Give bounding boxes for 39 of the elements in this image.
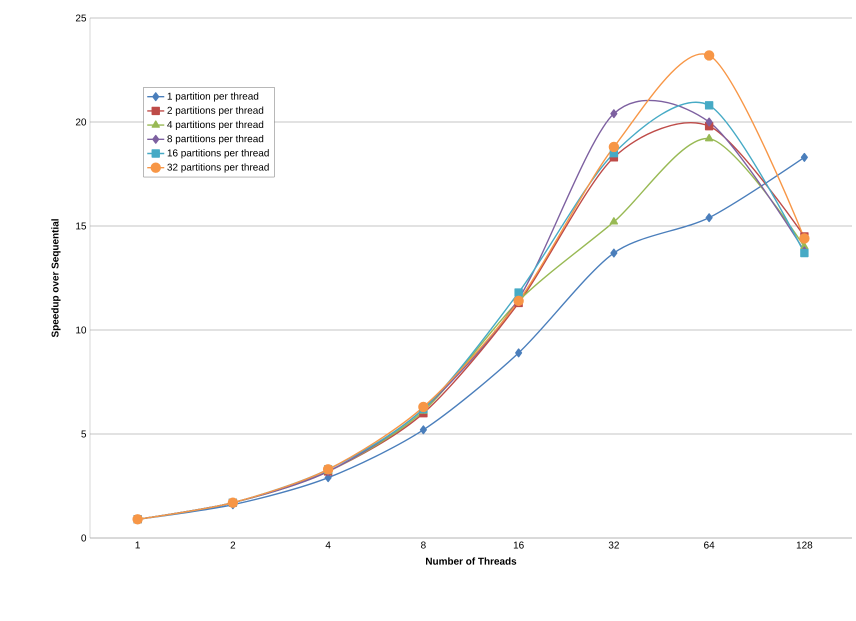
- legend-label: 2 partitions per thread: [167, 106, 264, 116]
- point: [610, 248, 618, 258]
- x-tick-label: 16: [514, 542, 524, 549]
- point: [800, 152, 808, 162]
- y-tick-label: 10: [76, 326, 86, 334]
- point: [608, 142, 620, 152]
- y-tick-label: 20: [76, 118, 86, 126]
- x-tick-label: 64: [704, 542, 714, 549]
- x-axis-title: Number of Threads: [426, 557, 516, 565]
- y-tick-label: 25: [76, 14, 86, 22]
- point: [418, 402, 429, 412]
- point: [704, 101, 714, 110]
- point: [513, 296, 524, 306]
- point: [706, 213, 713, 222]
- legend-label: 32 partitions per thread: [167, 163, 269, 173]
- legend-label: 8 partitions per thread: [167, 134, 264, 144]
- point: [515, 348, 522, 358]
- point: [799, 233, 810, 244]
- x-tick-label: 1: [136, 542, 140, 548]
- point: [706, 117, 713, 126]
- point: [610, 217, 618, 225]
- x-tick-label: 2: [230, 542, 236, 548]
- y-axis-title: Speedup over Sequential: [51, 219, 61, 338]
- point: [704, 50, 714, 61]
- y-tick-label: 5: [81, 430, 86, 438]
- point: [610, 109, 618, 118]
- legend-label: 4 partitions per thread: [167, 120, 264, 130]
- y-tick-label: 15: [76, 222, 86, 230]
- x-tick-label: 32: [608, 542, 619, 549]
- x-tick-label: 8: [421, 542, 426, 549]
- legend-label: 1 partition per thread: [168, 92, 258, 102]
- point: [514, 288, 523, 297]
- x-tick-label: 128: [796, 542, 812, 549]
- point: [420, 425, 427, 434]
- point: [704, 134, 714, 142]
- legend-label: 16 partitions per thread: [168, 149, 269, 158]
- y-tick-label: 0: [81, 534, 86, 542]
- x-tick-label: 4: [326, 542, 331, 548]
- point: [800, 248, 809, 258]
